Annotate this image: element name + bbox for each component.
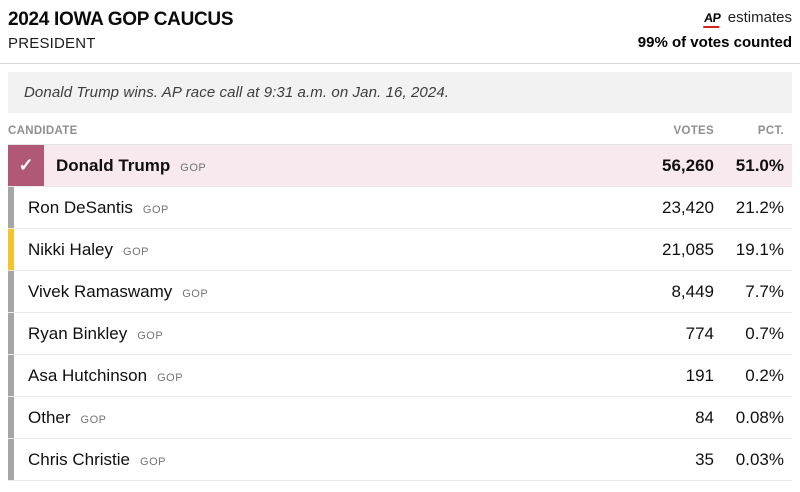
results-rows: ✓ Donald Trump GOP 56,260 51.0% Ron DeSa… xyxy=(8,145,792,481)
ap-estimates-line: AP estimates xyxy=(638,9,792,28)
race-header: 2024 IOWA GOP CAUCUS PRESIDENT AP estima… xyxy=(0,0,800,64)
candidate-cell: Ron DeSantis GOP xyxy=(28,198,614,218)
candidate-votes: 21,085 xyxy=(662,239,714,259)
candidate-color-bar xyxy=(8,229,14,270)
table-row: Chris Christie GOP 35 0.03% xyxy=(8,439,792,481)
column-header-votes: VOTES xyxy=(673,125,714,137)
race-office: PRESIDENT xyxy=(8,34,96,52)
candidate-pct: 19.1% xyxy=(735,239,784,259)
candidate-color-bar xyxy=(8,439,14,480)
candidate-pct: 21.2% xyxy=(735,197,784,217)
candidate-name: Other xyxy=(28,407,71,427)
candidate-votes: 56,260 xyxy=(662,155,714,175)
column-header-candidate: CANDIDATE xyxy=(8,125,78,137)
candidate-party: GOP xyxy=(140,455,166,468)
candidate-color-bar xyxy=(8,355,14,396)
table-row: Asa Hutchinson GOP 191 0.2% xyxy=(8,355,792,397)
candidate-cell: Chris Christie GOP xyxy=(28,450,614,470)
table-row: ✓ Donald Trump GOP 56,260 51.0% xyxy=(8,145,792,187)
candidate-color-bar xyxy=(8,271,14,312)
candidate-color-bar xyxy=(8,313,14,354)
candidate-cell: Donald Trump GOP xyxy=(56,156,614,176)
results-table-header: CANDIDATE VOTES PCT. xyxy=(8,125,792,145)
race-call-text: Donald Trump wins. AP race call at 9:31 … xyxy=(24,84,450,101)
table-row: Nikki Haley GOP 21,085 19.1% xyxy=(8,229,792,271)
candidate-name: Vivek Ramaswamy xyxy=(28,281,173,301)
candidate-pct: 0.03% xyxy=(735,449,784,469)
candidate-cell: Asa Hutchinson GOP xyxy=(28,366,614,386)
candidate-party: GOP xyxy=(157,371,184,384)
candidate-name: Nikki Haley xyxy=(28,239,114,259)
candidate-color-bar xyxy=(8,397,14,438)
candidate-votes: 84 xyxy=(695,407,714,427)
candidate-pct: 0.08% xyxy=(735,407,784,427)
candidate-name: Ryan Binkley xyxy=(28,323,128,343)
race-call-banner: Donald Trump wins. AP race call at 9:31 … xyxy=(8,72,792,113)
candidate-cell: Ryan Binkley GOP xyxy=(28,324,614,344)
ap-logo: AP xyxy=(703,11,722,28)
candidate-pct: 7.7% xyxy=(745,281,784,301)
candidate-party: GOP xyxy=(182,287,209,300)
candidate-votes: 35 xyxy=(695,449,714,469)
candidate-name: Asa Hutchinson xyxy=(28,365,148,385)
results-table: CANDIDATE VOTES PCT. ✓ Donald Trump GOP … xyxy=(8,125,792,481)
table-row: Other GOP 84 0.08% xyxy=(8,397,792,439)
candidate-votes: 8,449 xyxy=(671,281,714,301)
votes-counted-status: 99% of votes counted xyxy=(637,34,792,51)
column-header-pct: PCT. xyxy=(757,125,784,137)
candidate-name: Ron DeSantis xyxy=(28,197,133,217)
candidate-party: GOP xyxy=(123,245,149,258)
candidate-cell: Other GOP xyxy=(28,408,614,428)
candidate-pct: 51.0% xyxy=(735,155,784,175)
candidate-pct: 0.7% xyxy=(745,323,784,343)
candidate-pct: 0.2% xyxy=(745,365,784,385)
estimates-label: estimates xyxy=(727,9,792,26)
race-title: 2024 IOWA GOP CAUCUS xyxy=(8,9,234,30)
candidate-cell: Nikki Haley GOP xyxy=(28,240,614,260)
table-row: Ron DeSantis GOP 23,420 21.2% xyxy=(8,187,792,229)
candidate-cell: Vivek Ramaswamy GOP xyxy=(28,282,614,302)
candidate-party: GOP xyxy=(80,413,107,426)
candidate-name: Donald Trump xyxy=(56,155,171,175)
candidate-color-bar xyxy=(8,187,14,228)
table-row: Vivek Ramaswamy GOP 8,449 7.7% xyxy=(8,271,792,313)
candidate-party: GOP xyxy=(180,161,207,174)
candidate-party: GOP xyxy=(142,203,169,216)
table-row: Ryan Binkley GOP 774 0.7% xyxy=(8,313,792,355)
candidate-name: Chris Christie xyxy=(28,449,131,469)
candidate-votes: 774 xyxy=(685,323,714,343)
header-right: AP estimates 99% of votes counted xyxy=(638,9,792,51)
candidate-party: GOP xyxy=(137,329,164,342)
candidate-votes: 23,420 xyxy=(662,197,714,217)
winner-check-icon: ✓ xyxy=(8,145,44,186)
candidate-votes: 191 xyxy=(685,365,714,385)
